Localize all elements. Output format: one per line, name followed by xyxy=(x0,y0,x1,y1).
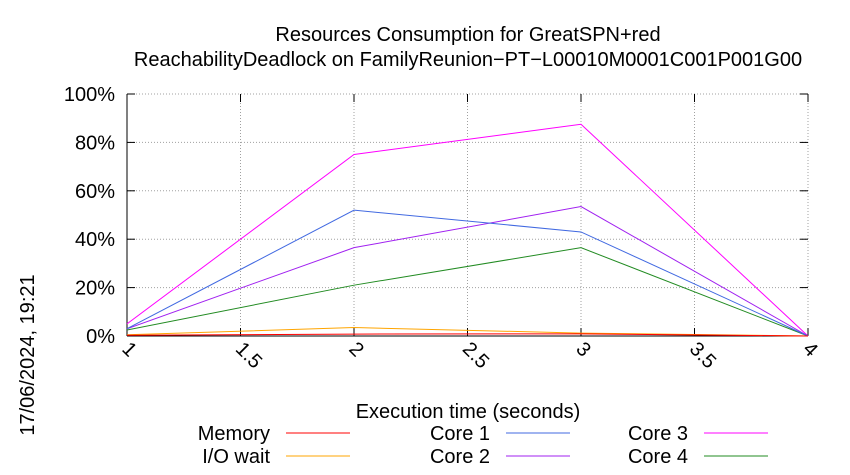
x-axis-label: Execution time (seconds) xyxy=(356,401,581,423)
series-line-core-2 xyxy=(126,206,809,337)
x-tick-label: 1 xyxy=(117,338,140,361)
y-tick-label: 40% xyxy=(75,229,115,251)
series-line-core-4 xyxy=(126,247,809,337)
x-tick-labels: 1 1.5 2 2.5 3 3.5 4 xyxy=(117,338,821,373)
y-tick-labels: 0% 20% 40% 60% 80% 100% xyxy=(64,84,115,348)
timestamp: 17/06/2024, 19:21 xyxy=(17,274,39,435)
x-tick-label: 2.5 xyxy=(458,338,493,373)
chart-title-line1: Resources Consumption for GreatSPN+red xyxy=(275,24,660,46)
series-line-memory xyxy=(126,333,809,337)
x-tick-label: 2 xyxy=(344,338,367,361)
x-tick-label: 3 xyxy=(571,338,594,361)
series-line-core-1 xyxy=(126,209,809,337)
y-tick-label: 0% xyxy=(86,326,115,348)
grid xyxy=(126,93,809,337)
x-tick-label: 4 xyxy=(798,338,821,361)
y-tick-label: 80% xyxy=(75,132,115,154)
chart-title-line2: ReachabilityDeadlock on FamilyReunion−PT… xyxy=(134,49,802,71)
x-tick-label: 3.5 xyxy=(685,338,720,373)
legend-label: I/O wait xyxy=(202,446,270,468)
legend-label: Core 1 xyxy=(430,423,490,445)
series-line-core-3 xyxy=(126,123,809,337)
y-tick-label: 20% xyxy=(75,278,115,300)
x-tick-label: 1.5 xyxy=(231,338,266,373)
y-tick-label: 60% xyxy=(75,181,115,203)
series-lines xyxy=(126,123,809,337)
legend-label: Memory xyxy=(198,423,270,445)
y-tick-label: 100% xyxy=(64,84,115,106)
legend-label: Core 2 xyxy=(430,446,490,468)
legend-label: Core 3 xyxy=(628,423,688,445)
legend-label: Core 4 xyxy=(628,446,688,468)
